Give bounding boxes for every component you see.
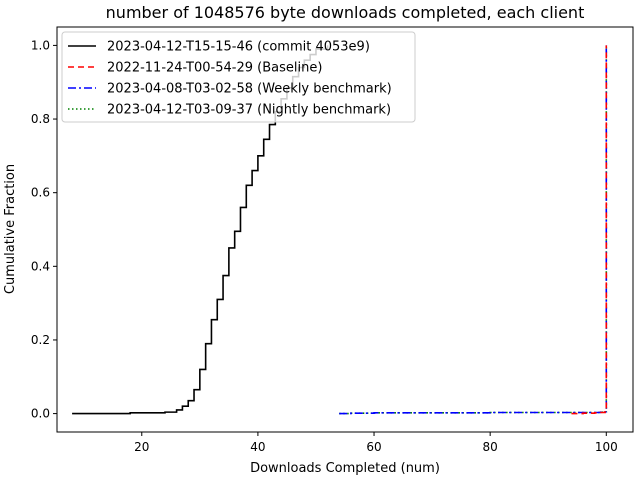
legend-label-3: 2023-04-12-T03-09-37 (Nightly benchmark): [107, 103, 391, 118]
plot-frame: [56, 26, 634, 433]
series-line-1: [571, 45, 608, 415]
chart-title: number of 1048576 byte downloads complet…: [106, 3, 585, 22]
legend-label-0: 2023-04-12-T15-15-46 (commit 4053e9): [107, 40, 370, 55]
y-tick-label: 0.8: [31, 112, 50, 126]
y-axis-label: Cumulative Fraction: [3, 164, 18, 294]
x-tick-label: 40: [250, 440, 265, 454]
y-tick-label: 0.6: [31, 186, 50, 200]
y-tick-label: 0.0: [31, 407, 50, 421]
y-tick-label: 1.0: [31, 38, 50, 52]
legend-label-2: 2023-04-08-T03-02-58 (Weekly benchmark): [107, 82, 392, 97]
legend-label-1: 2022-11-24-T00-54-29 (Baseline): [107, 61, 322, 76]
x-tick-label: 100: [595, 440, 618, 454]
x-tick-label: 20: [134, 440, 149, 454]
y-tick-label: 0.4: [31, 259, 50, 273]
legend-box: [61, 31, 416, 123]
x-tick-label: 80: [483, 440, 498, 454]
legend: 2023-04-12-T15-15-46 (commit 4053e9) 2022…: [61, 31, 416, 123]
x-axis-label: Downloads Completed (num): [250, 461, 440, 476]
x-tick-label: 60: [366, 440, 381, 454]
axis-ticks: 20 40 60 80 100 0.0 0.2 0.4 0.6 0.8 1.0: [31, 38, 618, 454]
y-tick-label: 0.2: [31, 333, 50, 347]
